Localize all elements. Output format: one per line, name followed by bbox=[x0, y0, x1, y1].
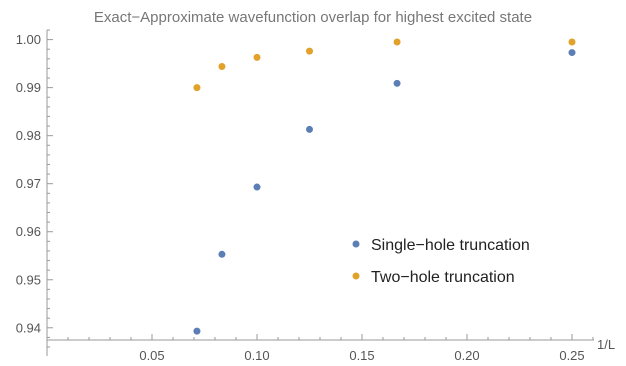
legend: Single−hole truncation Two−hole truncati… bbox=[352, 237, 530, 286]
legend-item-two-hole: Two−hole truncation bbox=[352, 269, 515, 286]
single-hole-point bbox=[393, 79, 401, 87]
axes bbox=[46, 30, 594, 356]
single-hole-point bbox=[193, 327, 201, 335]
y-tick-label: 0.97 bbox=[16, 176, 41, 191]
y-tick-label: 0.95 bbox=[16, 272, 41, 287]
legend-marker-single-hole bbox=[352, 240, 360, 248]
single-hole-point bbox=[253, 183, 261, 191]
chart-title: Exact−Approximate wavefunction overlap f… bbox=[94, 9, 532, 26]
legend-marker-two-hole bbox=[352, 272, 360, 280]
y-tick-label: 1.00 bbox=[16, 32, 41, 47]
y-tick-label: 0.94 bbox=[16, 320, 41, 335]
two-hole-point bbox=[568, 38, 576, 46]
single-hole-point bbox=[306, 125, 313, 133]
single-hole-point bbox=[218, 250, 226, 258]
x-tick-label: 0.15 bbox=[349, 348, 374, 363]
x-tick-label: 0.20 bbox=[454, 348, 479, 363]
data-points bbox=[193, 38, 576, 335]
legend-item-single-hole: Single−hole truncation bbox=[352, 237, 530, 254]
y-tick-label: 0.98 bbox=[16, 128, 41, 143]
y-tick-label: 0.96 bbox=[16, 224, 41, 239]
two-hole-point bbox=[393, 38, 401, 46]
single-hole-point bbox=[568, 49, 576, 57]
x-tick-label: 0.05 bbox=[139, 348, 164, 363]
y-tick-label: 0.99 bbox=[16, 80, 41, 95]
x-axis-label: 1/L bbox=[597, 337, 615, 352]
two-hole-point bbox=[253, 53, 261, 61]
legend-label-single-hole: Single−hole truncation bbox=[371, 237, 530, 254]
x-tick-label: 0.25 bbox=[559, 348, 584, 363]
legend-label-two-hole: Two−hole truncation bbox=[371, 269, 515, 286]
x-tick-label: 0.10 bbox=[244, 348, 269, 363]
two-hole-point bbox=[306, 47, 313, 55]
tick-group: 0.05 0.10 0.15 0.20 0.25 0.94 0.95 0.96 0.97 0.98… bbox=[16, 29, 594, 363]
two-hole-point bbox=[218, 63, 226, 71]
two-hole-point bbox=[193, 84, 201, 92]
